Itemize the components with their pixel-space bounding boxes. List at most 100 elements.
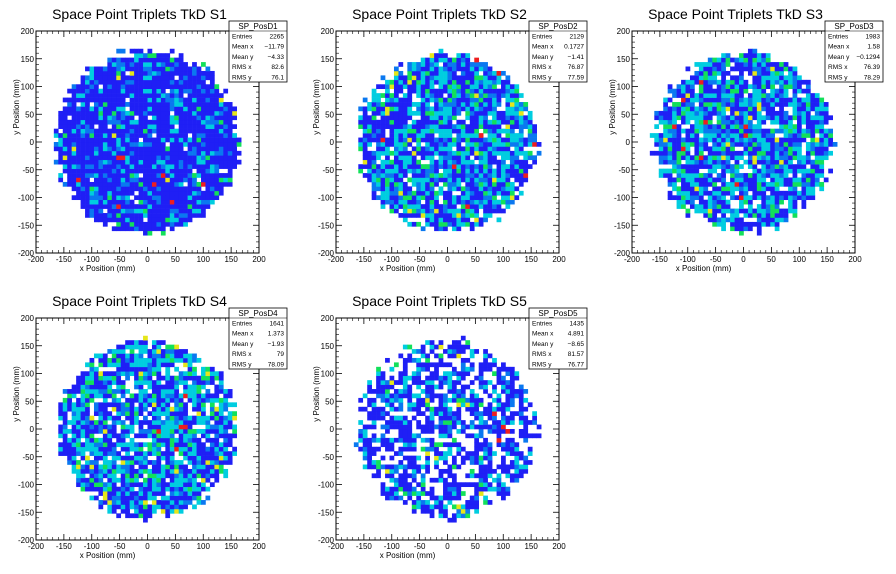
heatmap-cell [138,195,144,201]
heatmap-cell [160,491,166,496]
heatmap-cell [129,128,135,134]
heatmap-cell [120,424,126,430]
heatmap-cell [756,181,762,187]
heatmap-cell [663,128,668,134]
x-tick-label: -150 [652,255,669,264]
heatmap-cell [805,142,811,147]
heatmap-cell [367,168,372,174]
heatmap-cell [685,102,691,107]
heatmap-cell [76,137,81,143]
heatmap-cell [805,115,811,121]
heatmap-cell [770,164,776,169]
heatmap-cell [783,155,789,161]
heatmap-cell [129,137,135,143]
heatmap-cell [792,204,798,209]
heatmap-cell [129,371,135,377]
heatmap-cell [416,128,422,134]
heatmap-cell [116,146,122,152]
heatmap-cell [102,106,108,112]
heatmap-cell [518,177,524,183]
heatmap-cell [58,159,64,165]
heatmap-cell [80,150,86,156]
heatmap-cell [774,66,780,72]
heatmap-cell [411,79,417,85]
heatmap-cell [174,344,180,350]
heatmap-cell [196,168,202,174]
heatmap-cell [147,366,153,372]
heatmap-cell [156,477,162,483]
heatmap-cell [783,133,789,138]
heatmap-cell [169,344,175,350]
heatmap-cell [156,482,162,488]
heatmap-cell [447,57,453,63]
heatmap-cell [192,190,197,196]
heatmap-cell [465,62,471,67]
heatmap-cell [483,62,488,67]
heatmap-cell [478,110,484,116]
heatmap-cell [156,424,162,430]
heatmap-cell [58,137,64,143]
heatmap-cell [160,433,166,439]
heatmap-cell [223,159,229,165]
heatmap-cell [125,473,130,479]
heatmap-cell [174,142,180,147]
heatmap-cell [805,168,811,174]
heatmap-cell [134,137,139,143]
heatmap-cell [716,199,722,205]
heatmap-cell [174,186,180,192]
heatmap-cell [385,186,390,192]
heatmap-cell [89,133,95,138]
heatmap-cell [694,164,700,169]
heatmap-cell [443,217,448,223]
heatmap-cell [174,70,180,76]
heatmap-cell [111,362,117,368]
heatmap-cell [93,84,99,90]
heatmap-cell [93,204,99,209]
heatmap-cell [67,155,72,161]
heatmap-cell [451,93,457,98]
heatmap-cell [707,177,713,183]
heatmap-cell [209,102,215,107]
heatmap-cell [174,66,180,72]
heatmap-cell [425,213,430,218]
heatmap-cell [765,159,771,165]
heatmap-cell [663,124,668,129]
heatmap-cell [156,177,162,183]
heatmap-cell [129,217,135,223]
heatmap-cell [747,119,753,125]
heatmap-cell [425,75,430,81]
heatmap-cell [111,500,117,505]
heatmap-cell [107,79,113,85]
heatmap-cell [712,168,718,174]
heatmap-cell [169,473,175,479]
heatmap-cell [469,190,475,196]
heatmap-cell [192,142,197,147]
heatmap-cell [496,208,502,214]
heatmap-cell [792,133,798,138]
heatmap-cell [425,204,430,209]
heatmap-cell [183,190,188,196]
heatmap-cell [398,84,404,90]
heatmap-cell [514,119,520,125]
heatmap-cell [792,190,798,196]
heatmap-cell [160,208,166,214]
heatmap-cell [169,128,175,134]
heatmap-cell [107,433,113,439]
heatmap-cell [169,433,175,439]
heatmap-cell [102,137,108,143]
heatmap-cell [761,88,767,94]
heatmap-cell [138,486,144,492]
heatmap-cell [451,173,457,178]
heatmap-cell [156,133,162,138]
x-tick-label: -100 [84,255,101,264]
heatmap-cell [411,159,417,165]
heatmap-cell [147,446,153,452]
stats-value: 76.87 [568,64,585,71]
heatmap-cell [76,389,81,394]
heatmap-cell [129,344,135,350]
stats-label: RMS y [828,74,848,81]
heatmap-cell [160,110,166,116]
heatmap-cell [402,133,408,138]
heatmap-cell [367,173,372,178]
heatmap-cell [125,66,130,72]
